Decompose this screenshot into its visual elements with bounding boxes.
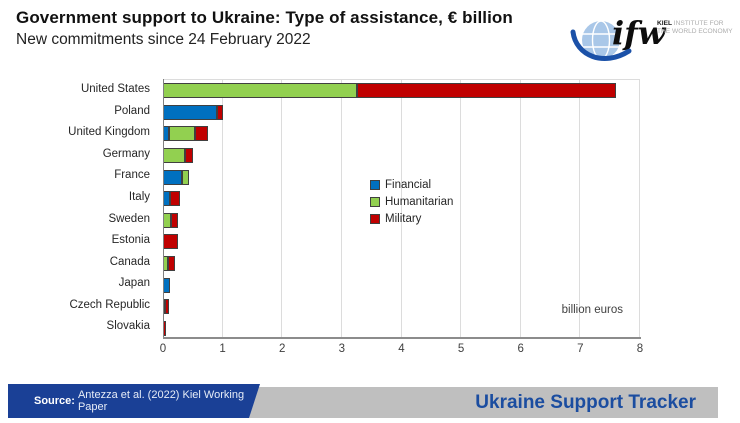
bar-segment-humanitarian bbox=[163, 83, 357, 99]
category-label: Japan bbox=[118, 277, 150, 290]
bar-segment-humanitarian bbox=[168, 126, 195, 142]
legend-label: Humanitarian bbox=[385, 195, 454, 208]
bar-segment-financial bbox=[163, 191, 171, 207]
x-tick-label-4: 4 bbox=[398, 343, 405, 355]
plot-area: Financial Humanitarian Military billion eur… bbox=[163, 79, 640, 338]
legend-item-humanitarian: Humanitarian bbox=[370, 193, 453, 210]
bar-segment-financial bbox=[163, 104, 217, 120]
bar-row bbox=[163, 255, 175, 271]
bar-segment-military bbox=[168, 255, 175, 271]
bar-row bbox=[163, 83, 617, 99]
bar-segment-military bbox=[171, 212, 179, 228]
legend-item-military: Military bbox=[370, 210, 453, 227]
x-tick-label-8: 8 bbox=[636, 343, 644, 355]
gridline-x-7 bbox=[579, 80, 581, 338]
x-tick-label-2: 2 bbox=[279, 343, 286, 355]
legend-swatch-icon bbox=[370, 179, 380, 190]
kiel-institute-logo-icon: ifw KIEL INSTITUTE FOR THE WORLD ECONOMY bbox=[570, 14, 733, 61]
gridline-x-8 bbox=[639, 80, 640, 338]
logo-wordmark: ifw bbox=[612, 14, 667, 52]
bar-segment-humanitarian bbox=[182, 169, 190, 185]
category-label: Sweden bbox=[108, 212, 150, 225]
y-axis-category-labels: United States Poland United Kingdom Germany… bbox=[0, 79, 157, 338]
legend-label: Financial bbox=[385, 178, 432, 191]
legend-label: Military bbox=[385, 212, 422, 225]
swoosh-icon bbox=[570, 29, 632, 61]
svg-text:KIEL INSTITUTE FOR: KIEL INSTITUTE FOR bbox=[657, 20, 724, 27]
category-label: France bbox=[114, 169, 150, 182]
category-label: Slovakia bbox=[106, 320, 150, 333]
gridline-x-2 bbox=[281, 80, 283, 338]
bar-segment-military bbox=[194, 126, 208, 142]
x-axis-ticks: 0 1 2 3 4 5 6 7 8 bbox=[0, 343, 740, 359]
bar-segment-military bbox=[170, 191, 181, 207]
category-label: Italy bbox=[128, 190, 150, 203]
gridline-x-3 bbox=[340, 80, 342, 338]
logo-institute-line1: INSTITUTE FOR bbox=[674, 20, 724, 27]
axis-note: billion euros bbox=[561, 304, 623, 316]
bar-row bbox=[163, 126, 208, 142]
bar-row bbox=[163, 104, 223, 120]
bar-row bbox=[163, 169, 190, 185]
logo-institute-line2: THE WORLD ECONOMY bbox=[657, 28, 733, 35]
bar-segment-financial bbox=[163, 169, 183, 185]
category-label: United Kingdom bbox=[68, 126, 150, 139]
x-tick-label-5: 5 bbox=[457, 343, 465, 355]
bar-segment-humanitarian bbox=[163, 148, 186, 164]
x-axis-line bbox=[163, 337, 641, 339]
category-label: Estonia bbox=[111, 234, 150, 247]
legend: Financial Humanitarian Military bbox=[370, 176, 453, 227]
x-tick-label-3: 3 bbox=[338, 343, 346, 355]
category-label: Czech Republic bbox=[69, 298, 150, 311]
gridline-x-6 bbox=[519, 80, 521, 338]
bar-segment-humanitarian bbox=[163, 212, 172, 228]
legend-item-financial: Financial bbox=[370, 176, 453, 193]
gridline-x-1 bbox=[221, 80, 223, 338]
x-tick-label-6: 6 bbox=[517, 343, 524, 355]
x-tick-label-7: 7 bbox=[577, 343, 584, 355]
logo-kiel-text: KIEL bbox=[657, 20, 674, 27]
bar-row bbox=[163, 191, 181, 207]
gridline-x-4 bbox=[400, 80, 402, 338]
source-box: Source: Antezza et al. (2022) Kiel Worki… bbox=[8, 384, 260, 418]
bar-row bbox=[163, 212, 179, 228]
x-tick-label-0: 0 bbox=[159, 343, 167, 355]
source-text: Antezza et al. (2022) Kiel Working Paper bbox=[77, 389, 245, 413]
chart-subtitle: New commitments since 24 February 2022 bbox=[16, 31, 311, 48]
globe-icon bbox=[582, 21, 620, 59]
category-label: Poland bbox=[114, 104, 150, 117]
legend-swatch-icon bbox=[370, 213, 380, 224]
category-label: United States bbox=[80, 83, 150, 95]
chart-title: Government support to Ukraine: Type of a… bbox=[16, 8, 513, 27]
tracker-title: Ukraine Support Tracker bbox=[475, 392, 696, 413]
bar-row bbox=[163, 234, 178, 250]
category-label: Canada bbox=[109, 255, 150, 268]
gridline-x-5 bbox=[460, 80, 462, 338]
source-label: Source: bbox=[34, 395, 75, 407]
bar-segment-military bbox=[356, 83, 617, 99]
x-tick-label-1: 1 bbox=[219, 343, 226, 355]
bar-segment-military bbox=[165, 299, 170, 315]
bar-segment-military bbox=[163, 234, 178, 250]
bar-row bbox=[163, 148, 194, 164]
bar-row bbox=[163, 277, 171, 293]
bar-segment-financial bbox=[163, 277, 171, 293]
bar-segment-military bbox=[185, 148, 194, 164]
category-label: Germany bbox=[102, 147, 150, 160]
legend-swatch-icon bbox=[370, 196, 380, 207]
y-axis-line bbox=[163, 79, 164, 338]
bar-segment-military bbox=[216, 104, 223, 120]
